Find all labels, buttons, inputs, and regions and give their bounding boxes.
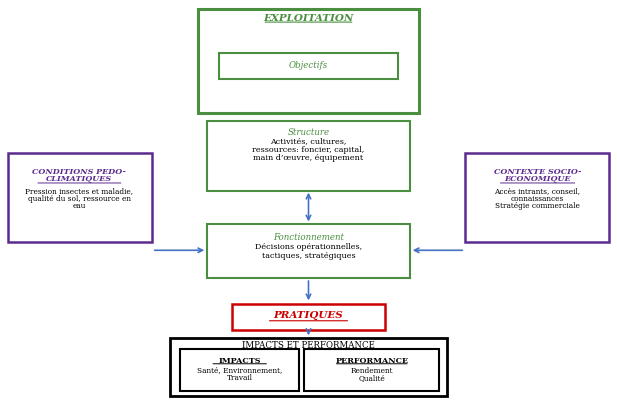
- FancyBboxPatch shape: [232, 304, 385, 330]
- FancyBboxPatch shape: [180, 349, 299, 391]
- Text: eau: eau: [73, 202, 86, 210]
- Text: IMPACTS ET PERFORMANCE: IMPACTS ET PERFORMANCE: [242, 341, 375, 350]
- Text: connaissances: connaissances: [511, 194, 564, 203]
- Text: Travail: Travail: [226, 374, 253, 382]
- Text: PERFORMANCE: PERFORMANCE: [335, 356, 408, 365]
- Text: Structure: Structure: [288, 128, 329, 136]
- Text: EXPLOITATION: EXPLOITATION: [263, 14, 354, 22]
- Text: ECONOMIQUE: ECONOMIQUE: [504, 175, 571, 183]
- Text: Accès intrants, conseil,: Accès intrants, conseil,: [495, 187, 581, 195]
- Text: Santé, Environnement,: Santé, Environnement,: [197, 367, 283, 375]
- Text: Décisions opérationnelles,: Décisions opérationnelles,: [255, 243, 362, 251]
- Text: Pression insectes et maladie,: Pression insectes et maladie,: [25, 187, 133, 195]
- FancyBboxPatch shape: [304, 349, 439, 391]
- Text: Activités, cultures,: Activités, cultures,: [270, 138, 347, 146]
- Text: main d’œuvre, équipement: main d’œuvre, équipement: [254, 154, 363, 162]
- Text: Stratégie commerciale: Stratégie commerciale: [495, 202, 580, 210]
- Text: PRATIQUES: PRATIQUES: [273, 312, 344, 320]
- Text: CLIMATIQUES: CLIMATIQUES: [46, 175, 112, 183]
- Text: Fonctionnement: Fonctionnement: [273, 233, 344, 242]
- Text: IMPACTS: IMPACTS: [218, 356, 261, 365]
- FancyBboxPatch shape: [198, 9, 419, 113]
- FancyBboxPatch shape: [465, 153, 610, 242]
- FancyBboxPatch shape: [207, 121, 410, 190]
- Text: Objectifs: Objectifs: [289, 61, 328, 71]
- Text: tactiques, stratégiques: tactiques, stratégiques: [262, 252, 355, 260]
- FancyBboxPatch shape: [220, 53, 397, 79]
- Text: qualité du sol, ressource en: qualité du sol, ressource en: [28, 194, 131, 203]
- FancyBboxPatch shape: [170, 338, 447, 396]
- Text: Rendement: Rendement: [350, 367, 393, 375]
- Text: ressources: foncier, capital,: ressources: foncier, capital,: [252, 146, 365, 154]
- Text: CONTEXTE SOCIO-: CONTEXTE SOCIO-: [494, 168, 581, 176]
- Text: Qualité: Qualité: [358, 374, 385, 382]
- FancyBboxPatch shape: [207, 225, 410, 278]
- FancyBboxPatch shape: [7, 153, 152, 242]
- Text: CONDITIONS PEDO-: CONDITIONS PEDO-: [33, 168, 126, 176]
